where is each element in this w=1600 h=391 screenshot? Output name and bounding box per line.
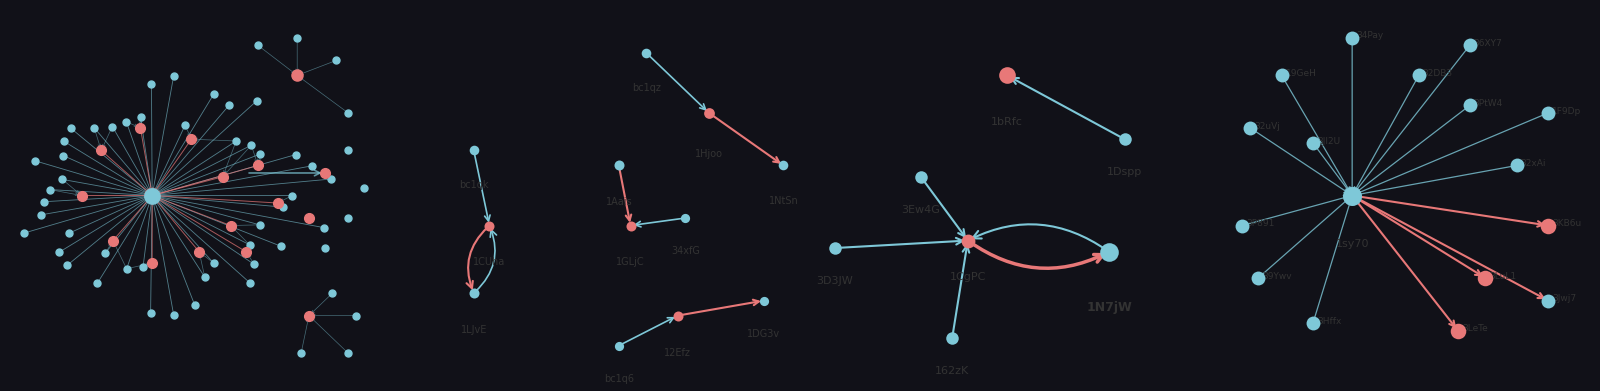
Text: 3Hffx: 3Hffx — [1317, 317, 1341, 326]
Text: 3JI2U: 3JI2U — [1317, 136, 1341, 145]
Point — [1245, 275, 1270, 281]
Text: 3PtW4: 3PtW4 — [1474, 99, 1502, 108]
Point — [1096, 249, 1122, 255]
Point — [461, 147, 486, 154]
Text: bc1qk: bc1qk — [459, 181, 488, 190]
Point — [1458, 42, 1483, 48]
Point — [822, 245, 848, 251]
Point — [666, 312, 691, 319]
Text: 1CUha: 1CUha — [474, 257, 506, 267]
Point — [618, 222, 643, 229]
Point — [606, 343, 632, 349]
Text: 1DG3v: 1DG3v — [747, 329, 781, 339]
Text: 1GLjC: 1GLjC — [616, 257, 645, 267]
Point — [1504, 162, 1530, 169]
Text: 1CgPC: 1CgPC — [950, 273, 986, 282]
Text: 3P891: 3P891 — [1246, 219, 1275, 228]
Point — [955, 237, 981, 244]
Point — [1230, 222, 1256, 229]
Point — [606, 162, 632, 169]
Point — [1237, 125, 1262, 131]
Text: 1LJvE: 1LJvE — [461, 325, 486, 335]
Text: 1Aais: 1Aais — [605, 197, 632, 207]
Text: 34Pay: 34Pay — [1357, 31, 1384, 41]
Text: 1sy70: 1sy70 — [1336, 239, 1370, 249]
Point — [1536, 110, 1562, 116]
Point — [1406, 72, 1432, 79]
Point — [1269, 72, 1294, 79]
Point — [1301, 140, 1326, 146]
Point — [771, 162, 797, 169]
Point — [1112, 136, 1138, 142]
Text: 3Jwj7: 3Jwj7 — [1552, 294, 1576, 303]
Point — [1339, 35, 1365, 41]
Point — [994, 72, 1019, 79]
Point — [477, 222, 502, 229]
Text: 39Ywv: 39Ywv — [1262, 272, 1291, 281]
Text: 12Efz: 12Efz — [664, 348, 691, 357]
Text: 1bRfc: 1bRfc — [990, 117, 1022, 127]
Text: 32uVj: 32uVj — [1254, 122, 1280, 131]
Text: 162zK: 162zK — [934, 366, 970, 376]
Point — [1536, 298, 1562, 304]
Point — [1472, 275, 1498, 281]
Point — [461, 290, 486, 296]
Text: bc1q6: bc1q6 — [603, 374, 634, 384]
Text: 3LeTe: 3LeTe — [1462, 324, 1488, 333]
Text: 32DB3: 32DB3 — [1422, 69, 1453, 78]
Text: 3Ew4G: 3Ew4G — [901, 205, 941, 215]
Text: 19GeH: 19GeH — [1285, 69, 1317, 78]
Point — [750, 298, 776, 304]
Text: 1NtSn: 1NtSn — [768, 196, 798, 206]
Point — [1458, 102, 1483, 109]
Point — [909, 174, 934, 180]
Point — [1445, 328, 1470, 334]
Text: 36XY7: 36XY7 — [1474, 39, 1502, 48]
Text: 34xfG: 34xfG — [670, 246, 699, 256]
Point — [696, 110, 722, 116]
Point — [634, 50, 659, 56]
Point — [672, 215, 698, 221]
Text: 32xAi: 32xAi — [1520, 159, 1546, 168]
Text: 1F9Dp: 1F9Dp — [1552, 106, 1581, 116]
Text: 1Hjoo: 1Hjoo — [694, 149, 723, 159]
Point — [1301, 320, 1326, 326]
Text: 3D3JW: 3D3JW — [816, 276, 853, 286]
Point — [1536, 222, 1562, 229]
Text: 3LuL1: 3LuL1 — [1490, 272, 1517, 281]
Point — [1339, 192, 1365, 199]
Text: 1N7jW: 1N7jW — [1086, 301, 1131, 314]
Text: 1Dspp: 1Dspp — [1107, 167, 1142, 178]
Text: bc1qz: bc1qz — [632, 83, 661, 93]
Point — [939, 335, 965, 341]
Text: 3KB6u: 3KB6u — [1552, 219, 1581, 228]
